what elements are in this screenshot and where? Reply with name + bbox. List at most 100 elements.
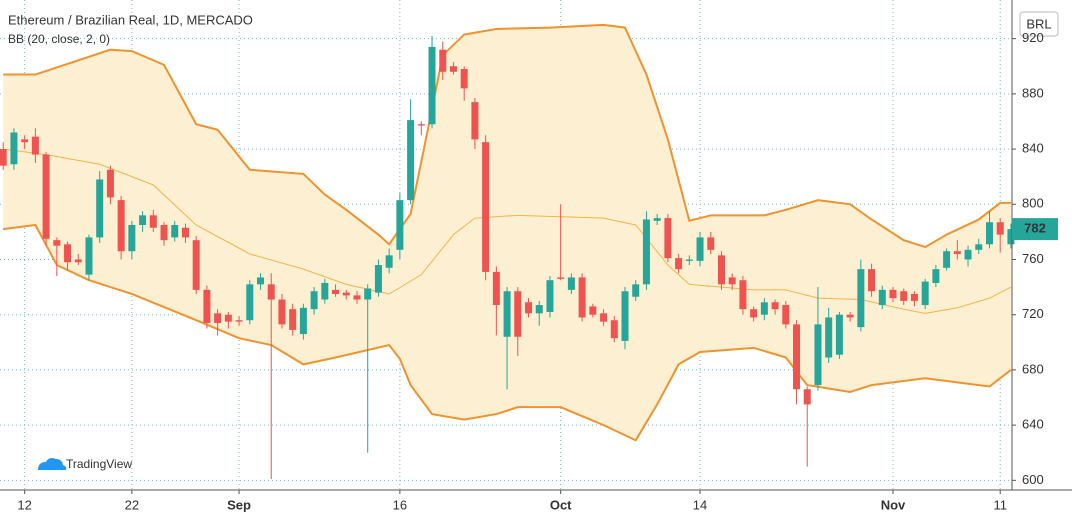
candle-body — [181, 227, 189, 238]
candle-body — [557, 277, 565, 279]
candle-body — [160, 224, 168, 241]
candle-body — [771, 302, 779, 310]
candle-body — [953, 251, 961, 254]
candle-body — [267, 284, 275, 300]
candle-body — [793, 324, 801, 390]
candle-body — [964, 249, 972, 260]
candle-body — [696, 237, 704, 261]
candle-body — [128, 224, 136, 252]
candle-body — [171, 224, 179, 238]
candle-body — [385, 255, 393, 268]
x-tick-label: 12 — [17, 497, 31, 512]
candle-body — [675, 258, 683, 270]
candle-body — [653, 218, 661, 221]
x-tick-label: 14 — [693, 497, 707, 512]
y-tick-label: 600 — [1022, 472, 1044, 487]
candle-body — [310, 291, 318, 310]
candle-body — [803, 389, 811, 405]
candle-body — [492, 271, 500, 306]
candle-body — [621, 291, 629, 341]
candle-body — [868, 269, 876, 292]
candle-body — [74, 259, 82, 263]
candle-body — [396, 200, 404, 250]
candle-body — [503, 291, 511, 337]
candle-body — [10, 132, 18, 165]
candle-body — [546, 280, 554, 312]
candle-body — [31, 136, 39, 155]
candle-body — [760, 302, 768, 315]
x-tick-label: Nov — [881, 497, 906, 512]
candle-body — [664, 218, 672, 259]
candle-body — [900, 291, 908, 301]
candle-body — [589, 306, 597, 315]
candle-body — [428, 46, 436, 125]
candle-body — [825, 317, 833, 358]
candle-body — [750, 309, 758, 318]
candle-body — [932, 269, 940, 283]
candle-body — [525, 302, 533, 314]
candle-body — [214, 313, 222, 323]
candle-body — [889, 289, 897, 299]
band-fill — [3, 24, 1011, 441]
candle-body — [0, 149, 7, 166]
currency-label[interactable]: BRL — [1026, 16, 1051, 31]
candle-body — [353, 295, 361, 300]
candle-body — [342, 292, 350, 296]
candle-body — [21, 139, 29, 143]
candle-body — [278, 299, 286, 325]
candle-body — [814, 324, 822, 386]
candle-body — [149, 215, 157, 228]
candle-body — [439, 49, 447, 72]
candle-body — [64, 244, 72, 263]
plot-area — [0, 0, 1015, 490]
candle-body — [642, 219, 650, 285]
candle-body — [224, 314, 232, 322]
candle-body — [53, 240, 61, 246]
candle-body — [567, 277, 575, 290]
candle-body — [535, 305, 543, 314]
candle-body — [460, 69, 468, 89]
candle-body — [717, 255, 725, 285]
candle-body — [985, 222, 993, 245]
candle-body — [578, 277, 586, 318]
candle-body — [878, 289, 886, 306]
y-tick-label: 680 — [1022, 361, 1044, 376]
y-tick-label: 840 — [1022, 141, 1044, 156]
candle-body — [857, 269, 865, 328]
candle-body — [632, 284, 640, 297]
candle-body — [739, 280, 747, 310]
candle-body — [482, 142, 490, 272]
candle-body — [321, 282, 329, 300]
candle-body — [943, 251, 951, 268]
candle-body — [139, 215, 147, 225]
candle-body — [235, 320, 243, 322]
y-tick-label: 920 — [1022, 30, 1044, 45]
candle-body — [846, 314, 854, 318]
candle-body — [707, 237, 715, 250]
x-tick-label: Sep — [227, 497, 251, 512]
y-tick-label: 640 — [1022, 417, 1044, 432]
y-tick-label: 880 — [1022, 85, 1044, 100]
candle-body — [996, 222, 1004, 235]
currency-box[interactable] — [1019, 11, 1059, 37]
candle-body — [600, 313, 608, 322]
last-price-label: 782 — [1024, 221, 1046, 236]
candle-body — [96, 179, 104, 238]
x-tick-label: Oct — [550, 497, 572, 512]
lower-band — [3, 223, 1012, 442]
candle-body — [106, 169, 114, 198]
candle-body — [246, 284, 254, 321]
candle-body — [835, 314, 843, 355]
chart-title: Ethereum / Brazilian Real, 1D, MERCADO — [8, 12, 253, 27]
x-tick-label: 16 — [393, 497, 407, 512]
candle-body — [364, 288, 372, 300]
last-price-box — [1012, 218, 1058, 241]
candle-body — [192, 240, 200, 290]
candle-body — [203, 289, 211, 323]
candle-body — [610, 320, 618, 339]
brand-logo — [38, 458, 67, 470]
candle-body — [332, 289, 340, 294]
indicator-label: BB (20, close, 2, 0) — [8, 32, 110, 46]
candle-body — [728, 277, 736, 285]
candle-body — [417, 124, 425, 126]
